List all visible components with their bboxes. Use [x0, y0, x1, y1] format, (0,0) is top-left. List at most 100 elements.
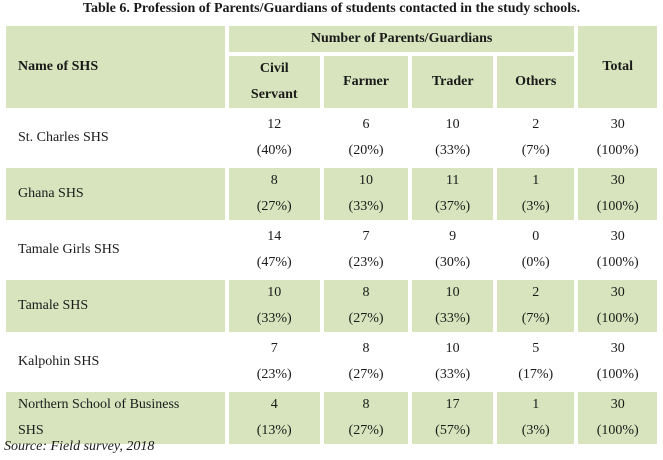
farmer-percent: (33%): [348, 199, 384, 214]
others-count: 2: [532, 117, 540, 132]
header-civil-line2: Servant: [250, 87, 298, 102]
total-count: 30: [610, 397, 625, 412]
school-name-cell: Tamale SHS: [4, 278, 227, 334]
total-count: 30: [610, 173, 625, 188]
trader-percent: (37%): [435, 199, 471, 214]
others-percent: (3%): [521, 199, 550, 214]
farmer-cell: 8 (27%): [321, 334, 411, 390]
farmer-percent: (27%): [348, 423, 384, 438]
others-count: 1: [532, 173, 540, 188]
school-name-cell: St. Charles SHS: [4, 110, 227, 166]
trader-count: 9: [449, 229, 457, 244]
civil-percent: (33%): [256, 311, 292, 326]
total-cell: 30 (100%): [576, 390, 659, 446]
total-percent: (100%): [596, 423, 639, 438]
others-cell: 5 (17%): [494, 334, 577, 390]
others-percent: (7%): [521, 311, 550, 326]
others-cell: 1 (3%): [494, 166, 577, 222]
trader-percent: (33%): [435, 311, 471, 326]
header-civil-servant: Civil Servant: [226, 54, 322, 110]
total-percent: (100%): [596, 199, 639, 214]
others-cell: 1 (3%): [494, 390, 577, 446]
table-row: Ghana SHS 8 (27%) 10 (33%) 11 (37%) 1 (3%) 3…: [4, 166, 659, 222]
trader-percent: (30%): [435, 255, 471, 270]
total-cell: 30 (100%): [576, 110, 659, 166]
table-row: Tamale Girls SHS 14 (47%) 7 (23%) 9 (30%) 0…: [4, 222, 659, 278]
others-cell: 2 (7%): [494, 278, 577, 334]
farmer-cell: 10 (33%): [321, 166, 411, 222]
trader-count: 11: [445, 173, 460, 188]
others-cell: 0 (0%): [494, 222, 577, 278]
total-cell: 30 (100%): [576, 166, 659, 222]
trader-cell: 10 (33%): [410, 278, 495, 334]
school-name: Northern School of Business: [18, 397, 180, 412]
school-name: Kalpohin SHS: [18, 354, 100, 369]
school-name-cell: Kalpohin SHS: [4, 334, 227, 390]
farmer-percent: (27%): [348, 367, 384, 382]
total-percent: (100%): [596, 255, 639, 270]
farmer-percent: (20%): [348, 143, 384, 158]
farmer-count: 7: [362, 229, 370, 244]
table-row: Tamale SHS 10 (33%) 8 (27%) 10 (33%) 2 (7%) …: [4, 278, 659, 334]
farmer-cell: 8 (27%): [321, 390, 411, 446]
trader-percent: (33%): [435, 367, 471, 382]
school-name: Ghana SHS: [18, 186, 84, 201]
civil-servant-cell: 4 (13%): [226, 390, 322, 446]
farmer-cell: 8 (27%): [321, 278, 411, 334]
civil-count: 7: [270, 341, 278, 356]
civil-servant-cell: 10 (33%): [226, 278, 322, 334]
trader-cell: 11 (37%): [410, 166, 495, 222]
school-name-line2: SHS: [18, 423, 44, 438]
header-farmer: Farmer: [321, 54, 411, 110]
table-row: Kalpohin SHS 7 (23%) 8 (27%) 10 (33%) 5 (17%…: [4, 334, 659, 390]
table-row: St. Charles SHS 12 (40%) 6 (20%) 10 (33%) 2…: [4, 110, 659, 166]
others-percent: (7%): [521, 143, 550, 158]
farmer-percent: (23%): [348, 255, 384, 270]
trader-count: 10: [445, 117, 460, 132]
header-civil-line1: Civil: [259, 61, 289, 76]
farmer-count: 8: [362, 397, 370, 412]
total-percent: (100%): [596, 143, 639, 158]
school-name-cell: Tamale Girls SHS: [4, 222, 227, 278]
header-name-of-shs: Name of SHS: [4, 24, 227, 110]
total-percent: (100%): [596, 367, 639, 382]
farmer-count: 6: [362, 117, 370, 132]
others-percent: (3%): [521, 423, 550, 438]
table-caption: Table 6. Profession of Parents/Guardians…: [82, 1, 581, 16]
total-cell: 30 (100%): [576, 278, 659, 334]
trader-cell: 10 (33%): [410, 334, 495, 390]
total-count: 30: [610, 229, 625, 244]
farmer-count: 8: [362, 341, 370, 356]
header-others: Others: [494, 54, 577, 110]
source-note: Source: Field survey, 2018: [4, 439, 155, 454]
others-percent: (17%): [518, 367, 554, 382]
header-trader: Trader: [410, 54, 495, 110]
farmer-percent: (27%): [348, 311, 384, 326]
trader-percent: (33%): [435, 143, 471, 158]
trader-count: 10: [445, 285, 460, 300]
school-name-cell: Ghana SHS: [4, 166, 227, 222]
civil-percent: (47%): [256, 255, 292, 270]
trader-cell: 9 (30%): [410, 222, 495, 278]
farmer-cell: 6 (20%): [321, 110, 411, 166]
farmer-count: 8: [362, 285, 370, 300]
profession-table: Name of SHS Number of Parents/Guardians …: [4, 24, 659, 446]
civil-servant-cell: 7 (23%): [226, 334, 322, 390]
trader-count: 17: [445, 397, 460, 412]
school-name: St. Charles SHS: [18, 130, 109, 145]
school-name-cell: Northern School of Business SHS: [4, 390, 227, 446]
farmer-count: 10: [359, 173, 374, 188]
civil-count: 10: [267, 285, 282, 300]
civil-servant-cell: 12 (40%): [226, 110, 322, 166]
total-count: 30: [610, 117, 625, 132]
trader-cell: 17 (57%): [410, 390, 495, 446]
total-percent: (100%): [596, 311, 639, 326]
others-count: 5: [532, 341, 540, 356]
total-count: 30: [610, 285, 625, 300]
civil-count: 4: [270, 397, 278, 412]
civil-percent: (40%): [256, 143, 292, 158]
total-cell: 30 (100%): [576, 222, 659, 278]
civil-percent: (23%): [256, 367, 292, 382]
others-count: 0: [532, 229, 540, 244]
school-name: Tamale Girls SHS: [18, 242, 120, 257]
